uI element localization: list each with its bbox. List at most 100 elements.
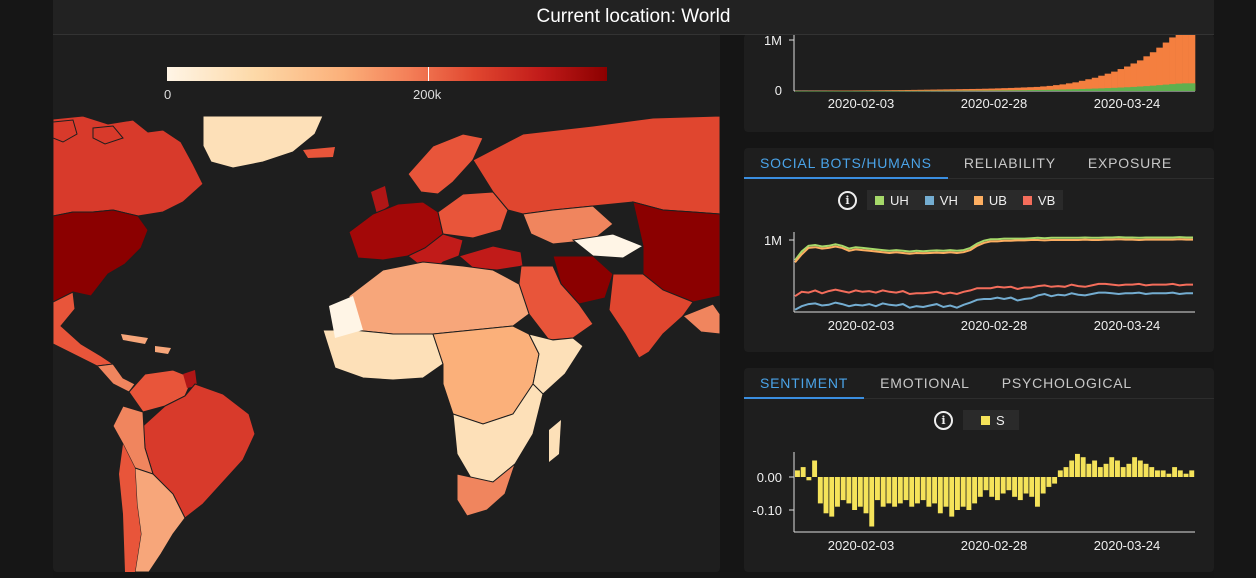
volume-bar-orange — [833, 90, 841, 92]
legend-label-vh: VH — [939, 192, 958, 208]
legend-item-vb[interactable]: VB — [1022, 193, 1055, 208]
sentiment-bar — [897, 477, 903, 504]
series-line-vb — [794, 282, 1193, 298]
map-region-uk[interactable] — [371, 186, 389, 214]
volume-bar-green — [969, 90, 976, 92]
swatch-vb — [1022, 195, 1032, 205]
map-region-chile[interactable] — [119, 444, 141, 572]
volume-bar-green — [943, 90, 951, 92]
location-header: Current location: World — [53, 0, 1214, 35]
sentiment-bar — [937, 477, 943, 514]
volume-bar-orange — [820, 90, 828, 92]
sentiment-bar — [1075, 453, 1080, 477]
tab-emotional[interactable]: EMOTIONAL — [880, 375, 970, 391]
tab-psychological[interactable]: PSYCHOLOGICAL — [1001, 375, 1132, 391]
map-region-caribbean[interactable] — [121, 334, 171, 354]
volume-bar-orange — [904, 89, 912, 91]
map-region-greenland[interactable] — [202, 115, 324, 169]
map-region-china[interactable] — [632, 201, 720, 303]
volume-bar-green — [859, 90, 867, 92]
sentiment-bar-chart[interactable]: 0.00 -0.10 2020-02-03 2020-02-28 2020-03… — [744, 368, 1214, 572]
volume-bar-green — [853, 90, 860, 92]
social-legend: i UH VH UB VB — [838, 190, 1064, 210]
volume-bar-green — [795, 90, 802, 92]
map-region-argentina[interactable] — [134, 467, 186, 572]
volume-bar-green — [1111, 87, 1118, 91]
map-region-mexico[interactable] — [53, 291, 115, 367]
map-color-scale — [167, 67, 607, 81]
volume-bar-green — [1124, 87, 1131, 91]
map-region-india[interactable] — [608, 273, 694, 359]
tab-social-bots-humans[interactable]: SOCIAL BOTS/HUMANS — [744, 148, 948, 179]
info-icon[interactable]: i — [838, 190, 857, 210]
map-region-central-america[interactable] — [95, 363, 136, 393]
volume-bar-orange — [865, 90, 873, 91]
map-region-arctic-islands[interactable] — [53, 119, 124, 145]
info-icon[interactable]: i — [934, 410, 953, 430]
volume-bar-orange — [943, 89, 951, 91]
map-region-southern-africa[interactable] — [452, 383, 544, 483]
map-region-kazakhstan[interactable] — [522, 205, 614, 245]
map-region-scandinavia[interactable] — [407, 133, 484, 195]
sentiment-bar — [1035, 477, 1040, 507]
swatch-uh — [875, 195, 884, 205]
legend-label-ub: UB — [988, 192, 1007, 208]
volume-bar-orange — [1111, 71, 1118, 91]
map-region-west-africa[interactable] — [322, 329, 444, 381]
volume-bar-orange — [1098, 75, 1105, 91]
legend-item-uh[interactable]: UH — [875, 193, 909, 208]
sentiment-bar — [1086, 463, 1092, 477]
social-line-chart[interactable]: 1M 2020-02-03 2020-02-28 2020-03-24 — [744, 148, 1214, 352]
volume-bar-green — [1007, 90, 1015, 91]
volume-bar-orange — [1085, 79, 1093, 91]
volume-bar-orange — [1091, 77, 1099, 91]
sentiment-bar — [1172, 467, 1178, 477]
volume-bar-orange — [956, 89, 964, 91]
sentiment-bar — [983, 477, 989, 491]
map-region-east-africa[interactable] — [528, 333, 584, 395]
tab-reliability[interactable]: RELIABILITY — [963, 155, 1056, 171]
world-map-panel[interactable]: 0 200k — [53, 34, 720, 572]
volume-bar-orange — [1046, 85, 1054, 91]
tab-sentiment[interactable]: SENTIMENT — [744, 368, 865, 399]
map-region-usa[interactable] — [53, 209, 149, 303]
legend-item-ub[interactable]: UB — [973, 192, 1007, 208]
sentiment-bar — [846, 477, 852, 504]
volume-bar-green — [1162, 84, 1170, 92]
map-region-south-africa[interactable] — [456, 462, 517, 517]
sentiment-bar — [892, 477, 898, 507]
legend-item-s[interactable]: S — [981, 413, 1005, 428]
map-region-madagascar[interactable] — [549, 420, 561, 462]
sentiment-bar — [1012, 477, 1018, 497]
volume-bar-orange — [995, 88, 1002, 91]
volume-bar-green — [1053, 89, 1060, 91]
volume-bar-orange — [878, 90, 886, 91]
sentiment-bar — [1166, 473, 1172, 477]
sentiment-bar — [1052, 477, 1058, 484]
sentiment-legend-box: S — [963, 410, 1019, 430]
map-region-central-asia[interactable] — [571, 233, 645, 259]
sentiment-bar — [915, 477, 920, 504]
volume-bar-green — [988, 90, 996, 91]
volume-bar-orange — [814, 90, 822, 92]
map-region-guiana[interactable] — [183, 370, 197, 388]
volume-chart[interactable]: 1M 0 2020-02-03 2020-02-28 2020-03-24 — [744, 32, 1214, 132]
volume-bar-green — [846, 90, 854, 92]
sentiment-bar — [812, 460, 818, 477]
world-choropleth-map[interactable] — [53, 34, 720, 572]
map-region-north-africa[interactable] — [348, 261, 530, 335]
volume-bar-green — [1136, 86, 1144, 91]
swatch-ub — [973, 195, 983, 205]
tab-exposure[interactable]: EXPOSURE — [1087, 155, 1173, 171]
volume-bar-green — [1072, 89, 1080, 91]
volume-bar-orange — [1182, 32, 1189, 91]
map-region-iceland[interactable] — [303, 147, 335, 158]
map-region-eastern-europe[interactable] — [437, 191, 509, 239]
map-region-southeast-asia[interactable] — [682, 303, 720, 335]
sentiment-bar — [955, 477, 960, 510]
map-region-russia[interactable] — [472, 115, 720, 215]
volume-bar-green — [807, 90, 815, 92]
legend-item-vh[interactable]: VH — [924, 192, 958, 208]
map-region-west-africa-white[interactable] — [329, 296, 363, 338]
sentiment-bar — [1057, 470, 1063, 477]
